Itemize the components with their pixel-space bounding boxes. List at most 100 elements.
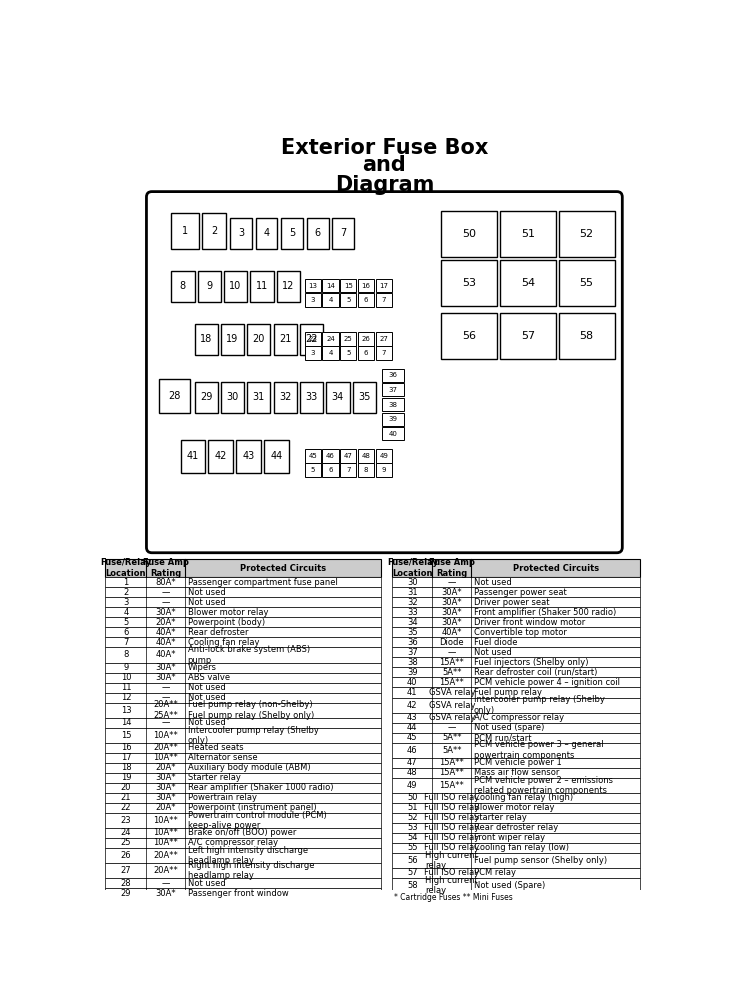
Text: 47: 47 (344, 453, 352, 459)
Bar (392, 617, 640, 627)
Text: 30A*: 30A* (442, 618, 462, 627)
Text: 3: 3 (123, 598, 128, 607)
Text: 15: 15 (344, 283, 352, 289)
Text: Fuel pump sensor (Shelby only): Fuel pump sensor (Shelby only) (473, 856, 607, 865)
Bar (322, 463, 339, 477)
Bar (376, 293, 392, 307)
Text: Not used: Not used (188, 588, 225, 597)
Text: 3: 3 (310, 350, 315, 356)
Text: 40: 40 (388, 431, 398, 437)
Text: Protected Circuits: Protected Circuits (512, 564, 598, 573)
Text: 55: 55 (407, 843, 418, 852)
Bar (392, 698, 640, 713)
Text: 41: 41 (407, 688, 418, 697)
Text: 5: 5 (346, 297, 350, 303)
Text: 32: 32 (407, 598, 418, 607)
Text: 46: 46 (407, 746, 418, 755)
Text: 26: 26 (362, 336, 370, 342)
Text: 30A*: 30A* (442, 588, 462, 597)
Bar (392, 687, 640, 698)
Text: 2: 2 (123, 588, 128, 597)
Bar (322, 449, 339, 463)
Text: 42: 42 (214, 451, 227, 461)
Text: 12: 12 (121, 693, 131, 702)
Text: 43: 43 (407, 713, 418, 722)
Bar (441, 313, 497, 359)
Bar (304, 279, 321, 292)
Text: 20A**: 20A** (154, 866, 178, 875)
Bar (105, 728, 380, 743)
Bar (105, 637, 380, 647)
Bar (105, 813, 380, 828)
Text: Front amplifier (Shaker 500 radio): Front amplifier (Shaker 500 radio) (473, 608, 616, 617)
Text: Not used (spare): Not used (spare) (473, 723, 544, 732)
Bar (194, 324, 217, 355)
Text: 20A**: 20A** (154, 743, 178, 752)
Text: 36: 36 (407, 638, 418, 647)
Text: and: and (362, 155, 407, 175)
Text: 15A**: 15A** (440, 678, 464, 687)
Text: 7: 7 (382, 297, 386, 303)
Bar (224, 271, 248, 302)
Bar (105, 577, 380, 587)
Bar (220, 382, 244, 413)
Text: 9: 9 (206, 281, 212, 291)
Bar (392, 778, 640, 793)
Text: Full ISO relay: Full ISO relay (424, 803, 479, 812)
Text: 52: 52 (407, 813, 418, 822)
Text: Full ISO relay: Full ISO relay (424, 868, 479, 877)
Text: 49: 49 (380, 453, 388, 459)
Bar (105, 607, 380, 617)
Text: 22: 22 (121, 803, 131, 812)
Bar (392, 813, 640, 823)
Bar (392, 853, 640, 868)
Text: 46: 46 (326, 453, 335, 459)
Bar (358, 332, 374, 346)
Text: 30: 30 (407, 578, 418, 587)
Text: 50: 50 (407, 793, 418, 802)
Bar (105, 627, 380, 637)
Text: 20A*: 20A* (155, 763, 176, 772)
Text: 37: 37 (407, 648, 418, 657)
Text: PCM vehicle power 3 – general
powertrain components: PCM vehicle power 3 – general powertrain… (473, 740, 603, 760)
Bar (376, 463, 392, 477)
Text: 11: 11 (256, 281, 268, 291)
Text: Passenger power seat: Passenger power seat (473, 588, 566, 597)
Text: Cooling fan relay (high): Cooling fan relay (high) (473, 793, 573, 802)
Bar (105, 828, 380, 838)
Bar (105, 793, 380, 803)
Bar (277, 271, 300, 302)
Bar (382, 427, 404, 440)
Bar (559, 211, 614, 257)
Bar (358, 449, 374, 463)
Text: 48: 48 (362, 453, 370, 459)
Text: 20: 20 (121, 783, 131, 792)
Bar (392, 713, 640, 723)
Text: 15A**: 15A** (440, 658, 464, 667)
Text: PCM relay: PCM relay (473, 868, 515, 877)
Text: 4: 4 (263, 228, 270, 238)
Text: Cooling fan relay (low): Cooling fan relay (low) (473, 843, 568, 852)
Bar (500, 260, 556, 306)
Text: 18: 18 (200, 334, 212, 344)
Bar (105, 878, 380, 888)
Text: 6: 6 (364, 350, 368, 356)
Text: PCM vehicle power 1: PCM vehicle power 1 (473, 758, 561, 767)
Text: 20A**: 20A** (154, 851, 178, 860)
Bar (340, 463, 356, 477)
Text: 8: 8 (364, 467, 368, 473)
Bar (392, 878, 640, 893)
Text: 58: 58 (580, 331, 594, 341)
Text: 51: 51 (520, 229, 535, 239)
Text: 30A*: 30A* (155, 793, 176, 802)
Text: 43: 43 (243, 451, 255, 461)
Text: 24: 24 (326, 336, 335, 342)
Text: Starter relay: Starter relay (473, 813, 526, 822)
Text: Full ISO relay: Full ISO relay (424, 833, 479, 842)
Text: 15A**: 15A** (440, 781, 464, 790)
Bar (376, 346, 392, 360)
Text: 57: 57 (407, 868, 418, 877)
Text: —: — (162, 693, 170, 702)
Text: 8: 8 (123, 650, 128, 659)
Bar (304, 346, 321, 360)
